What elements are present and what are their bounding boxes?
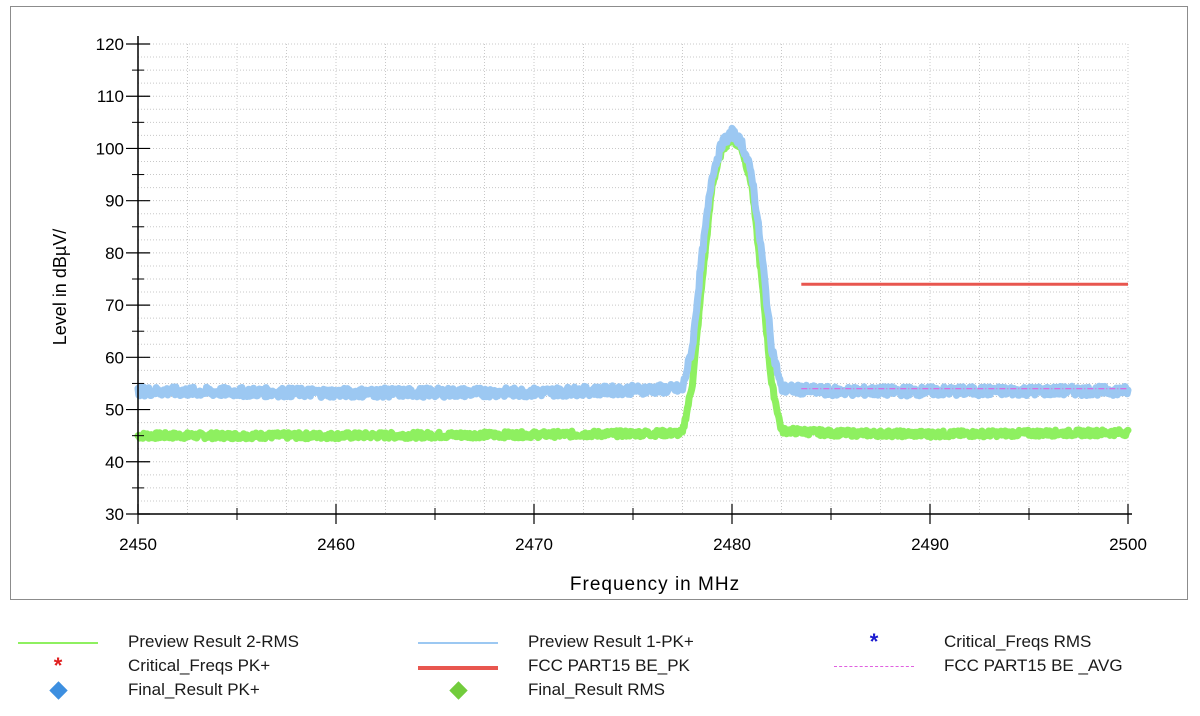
legend-symbol-red-line [410,656,506,676]
legend-label: Preview Result 2-RMS [128,632,299,651]
series-line-pk [134,124,1132,401]
y-tick-label: 110 [97,87,124,106]
legend-item-preview-rms: Preview Result 2-RMS [10,630,299,654]
x-tick-label: 2470 [515,535,553,554]
legend-item-critical-rms: * Critical_Freqs RMS [826,629,1092,654]
x-tick-label: 2490 [911,535,949,554]
legend-label: Preview Result 1-PK+ [528,632,694,651]
y-tick-label: 40 [105,453,124,472]
legend-symbol-red-star-icon: * [53,653,63,678]
legend-label: Final_Result PK+ [128,680,260,699]
y-tick-label: 100 [96,139,124,158]
x-tick-label: 2480 [713,535,751,554]
chart-plot: 30 40 50 60 70 80 90 100 110 120 2450 2460 2470 2480 2… [50,35,1147,595]
legend-symbol-blue-star-icon: * [869,629,879,654]
y-tick-label: 50 [105,401,124,420]
legend-item-final-pk: Final_Result PK+ [10,678,260,702]
legend-label: Critical_Freqs PK+ [128,656,271,675]
y-tick-label: 90 [105,192,124,211]
series-line-rms [134,134,1132,443]
x-tick-label: 2450 [119,535,157,554]
legend-label: FCC PART15 BE_PK [528,656,690,675]
y-tick-label: 70 [105,296,124,315]
legend-item-final-rms: Final_Result RMS [410,678,665,702]
y-axis-label: Level in dBµV/ [50,229,70,345]
chart-frame [10,6,1188,600]
legend-label: Final_Result RMS [528,680,665,699]
y-tick-label: 80 [105,244,124,263]
legend-symbol-blue-diamond-icon [10,680,106,700]
legend-symbol-magenta-dashdot-line [826,656,922,676]
x-tick-label: 2460 [317,535,355,554]
legend-item-fcc-avg: FCC PART15 BE _AVG [826,654,1123,678]
legend-label: FCC PART15 BE _AVG [944,656,1123,675]
x-axis-label: Frequency in MHz [570,574,740,595]
x-tick-label: 2500 [1109,535,1147,554]
chart-legend: Preview Result 2-RMS Preview Result 1-PK… [0,626,1200,716]
legend-item-critical-pk: * Critical_Freqs PK+ [10,654,270,678]
legend-item-fcc-pk: FCC PART15 BE_PK [410,654,690,678]
legend-symbol-green-diamond-icon [410,680,506,700]
y-tick-label: 120 [96,35,124,54]
legend-symbol-blue-line [410,632,506,652]
legend-label: Critical_Freqs RMS [944,632,1092,651]
y-tick-label: 30 [105,505,124,524]
y-tick-label: 60 [105,348,124,367]
legend-item-preview-pk: Preview Result 1-PK+ [410,630,694,654]
legend-symbol-green-line [10,632,106,652]
